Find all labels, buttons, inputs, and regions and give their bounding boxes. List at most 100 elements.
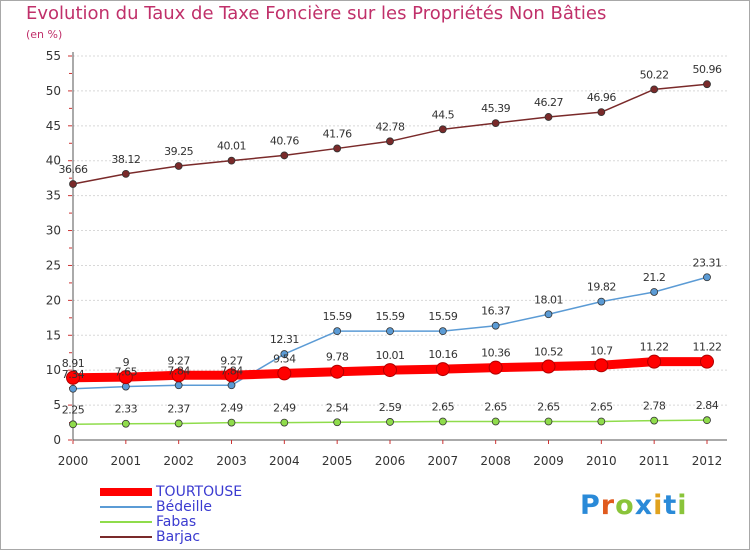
data-point [280,350,289,358]
data-label: 10.16 [428,348,457,361]
data-label: 50.96 [693,63,722,76]
y-tick-label: 20 [46,293,61,307]
data-point [438,417,447,426]
data-point [541,359,556,374]
legend-swatch [100,521,152,523]
data-point [438,327,447,336]
data-label: 23.31 [693,256,722,269]
legend-label: Bédeille [156,499,212,515]
x-tick-label: 2007 [428,454,459,468]
data-label: 19.82 [587,281,616,294]
data-label: 40.76 [270,134,299,147]
y-tick-label: 40 [46,154,61,168]
y-axis-ticks: 0 5 10 15 20 25 30 35 40 45 50 55 [46,49,72,447]
x-tick-label: 2005 [322,454,353,468]
data-point [330,364,345,379]
data-point [174,419,183,428]
y-tick-label: 0 [53,433,61,447]
legend-swatch [100,488,152,496]
data-label: 7.65 [115,366,138,379]
data-label: 46.96 [587,91,616,104]
data-label: 8.91 [62,357,85,370]
data-label: 42.78 [376,120,405,133]
data-point [597,297,606,306]
data-point [121,419,130,428]
data-label: 10.01 [376,349,405,362]
data-label: 18.01 [534,293,563,306]
data-point [491,119,500,127]
y-tick-label: 25 [46,258,61,272]
data-point [69,384,77,393]
x-axis-ticks: 2000 2001 2002 2003 2004 2005 2006 2007 2008 2009… [58,440,722,468]
data-label: 2.65 [432,400,455,413]
data-label: 2.49 [273,402,296,415]
x-tick-label: 2002 [163,454,194,468]
data-label: 11.22 [693,341,722,354]
data-point [544,417,553,426]
data-label: 16.37 [481,305,510,318]
x-tick-label: 2003 [216,454,247,468]
data-point [700,354,714,369]
data-point [174,381,183,390]
data-point [703,273,711,282]
data-label: 10.36 [481,347,510,360]
data-label: 9.78 [326,351,349,364]
data-label: 2.33 [115,403,138,416]
data-point [647,354,662,369]
data-label: 11.22 [640,341,669,354]
data-point [69,180,77,188]
y-tick-label: 5 [53,398,61,412]
data-point [703,80,711,89]
data-label: 44.5 [432,108,455,121]
data-point [280,151,289,160]
x-tick-label: 2006 [375,454,406,468]
data-label: 2.78 [643,400,666,413]
data-label: 36.66 [59,163,88,176]
data-label: 15.59 [428,310,457,323]
data-label: 46.27 [534,96,563,109]
x-tick-label: 2010 [586,454,617,468]
data-point [544,113,553,121]
data-point [280,418,289,427]
data-label: 10.52 [534,346,563,359]
x-tick-label: 2001 [111,454,142,468]
y-tick-label: 30 [46,224,61,238]
data-point [650,416,659,425]
data-point [597,108,606,117]
data-point [69,420,77,429]
data-point [227,156,236,165]
data-label: 2.54 [326,401,349,414]
data-point [227,418,236,427]
data-label: 15.59 [323,310,352,323]
data-label: 7.84 [167,364,190,377]
data-label: 9.27 [167,354,190,367]
x-tick-label: 2009 [533,454,564,468]
y-tick-label: 50 [46,84,61,98]
data-point [491,321,500,330]
data-label: 2.65 [484,400,507,413]
data-label: 9.27 [220,354,243,367]
data-point [174,162,183,170]
data-point [333,144,342,153]
data-label: 2.84 [696,399,719,412]
legend-swatch [100,506,152,508]
y-tick-label: 45 [46,119,61,133]
data-label: 39.25 [164,145,193,158]
data-label: 2.25 [62,403,85,416]
chart-subtitle: (en %) [26,28,63,41]
y-tick-label: 35 [46,189,61,203]
data-label: 50.22 [640,68,669,81]
x-tick-label: 2000 [58,454,89,468]
data-point [650,288,659,296]
data-point [277,366,292,381]
data-point [488,360,503,375]
y-tick-label: 55 [46,49,61,63]
proxiti-logo: Proxiti [580,490,688,521]
data-point [386,418,394,426]
data-point [227,381,236,390]
data-label: 40.01 [217,140,246,153]
data-point [333,418,342,427]
legend-label: Fabas [156,514,197,530]
data-point [597,417,606,426]
